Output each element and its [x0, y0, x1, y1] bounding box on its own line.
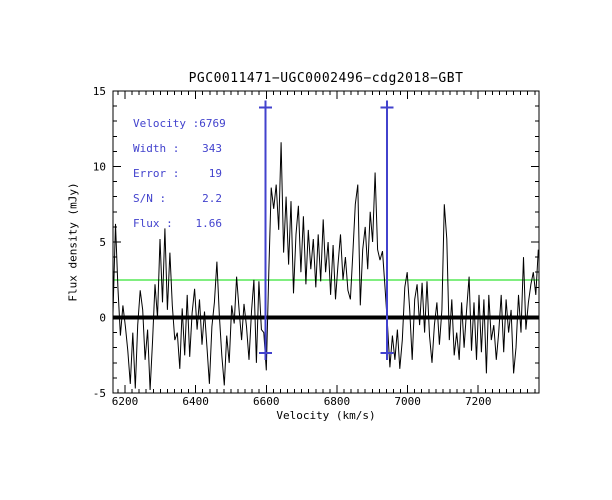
fit-parameter-row: Velocity : 6769: [133, 117, 226, 130]
fit-parameter-row: Width : 343: [133, 142, 222, 155]
y-tick-label: -5: [93, 387, 106, 400]
fit-parameter-row: S/N : 2.2: [133, 192, 222, 205]
fit-parameter-row: Error : 19: [133, 167, 222, 180]
x-tick-label: 6200: [112, 395, 139, 408]
y-tick-label: 0: [99, 312, 106, 325]
fit-parameter-value: 6769: [199, 117, 226, 130]
fit-parameter-label: Velocity :: [133, 117, 200, 130]
x-tick-label: 7200: [465, 395, 492, 408]
y-tick-label: 15: [93, 85, 106, 98]
x-tick-label: 6400: [182, 395, 209, 408]
fit-parameter-value: 19: [208, 167, 222, 180]
plot-title: PGC0011471−UGC0002496−cdg2018−GBT: [188, 71, 464, 86]
fit-parameter-value: 343: [202, 142, 222, 155]
fit-parameter-value: 1.66: [195, 217, 223, 230]
fit-parameter-label: Error :: [133, 167, 180, 180]
x-tick-label: 6600: [253, 395, 280, 408]
fit-parameter-value: 2.2: [202, 192, 222, 205]
y-axis-label: Flux density (mJy): [66, 182, 80, 302]
x-tick-label: 6800: [324, 395, 351, 408]
fit-parameter-label: Width :: [133, 142, 180, 155]
y-tick-label: 10: [93, 161, 106, 174]
y-tick-label: 5: [99, 236, 106, 249]
spectrum-line: [113, 142, 539, 391]
x-tick-label: 7000: [394, 395, 421, 408]
fit-parameter-label: S/N :: [133, 192, 167, 205]
fit-parameter-row: Flux : 1.66: [133, 217, 223, 230]
fit-parameter-label: Flux :: [133, 217, 173, 230]
x-axis-label: Velocity (km/s): [276, 409, 376, 422]
fit-parameters-panel: Velocity : 6769 Width : 343 Error : 19 S…: [133, 117, 226, 242]
